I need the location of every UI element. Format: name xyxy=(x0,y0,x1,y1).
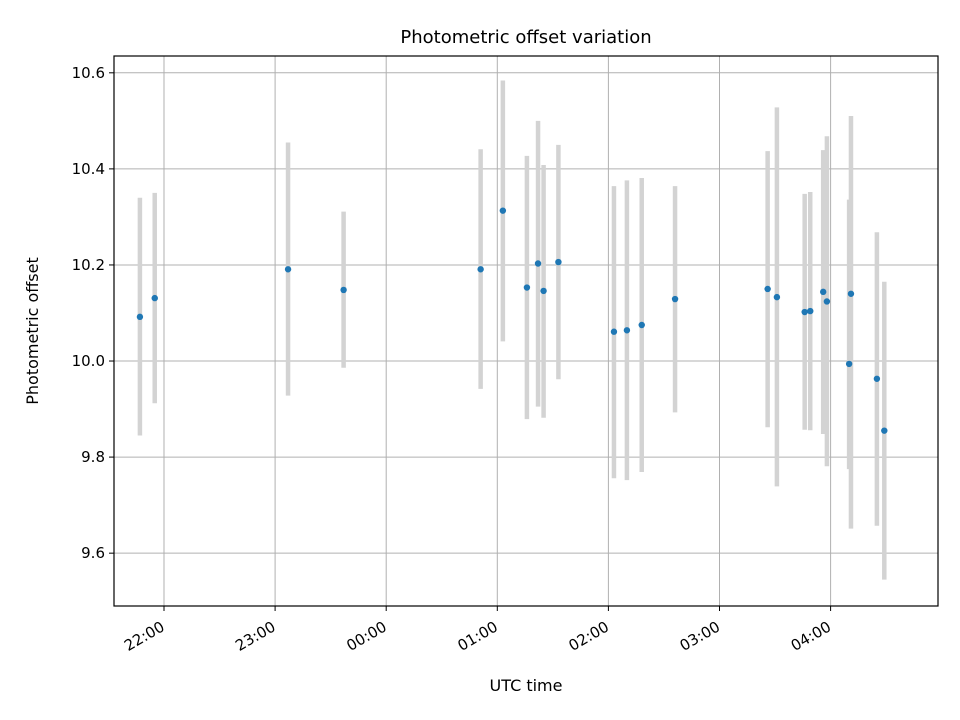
y-tick-label: 10.6 xyxy=(72,64,105,82)
data-point xyxy=(671,295,679,303)
y-axis-ticks: 9.6 9.8 10.0 10.2 10.4 10.6 xyxy=(72,64,114,562)
y-axis-label: Photometric offset xyxy=(23,257,42,405)
data-point xyxy=(845,360,853,368)
chart-title: Photometric offset variation xyxy=(400,27,651,48)
data-points xyxy=(136,207,888,434)
data-point xyxy=(540,287,547,295)
y-tick-label: 10.0 xyxy=(72,352,105,370)
data-point xyxy=(801,308,808,316)
x-axis-label: UTC time xyxy=(490,676,563,695)
data-point xyxy=(823,298,831,305)
data-point xyxy=(534,260,542,267)
data-point xyxy=(499,207,507,214)
data-point xyxy=(477,266,484,273)
data-point xyxy=(340,286,347,294)
y-tick-label: 9.6 xyxy=(81,544,105,562)
data-point xyxy=(773,293,781,301)
data-point xyxy=(555,258,562,266)
y-tick-label: 10.2 xyxy=(72,256,105,274)
data-point xyxy=(873,375,881,382)
data-point xyxy=(523,284,531,291)
data-point xyxy=(638,321,645,329)
data-point xyxy=(623,327,631,334)
plot-frame xyxy=(113,55,939,607)
data-point xyxy=(847,290,855,297)
data-point xyxy=(807,307,814,315)
data-point xyxy=(819,288,827,296)
data-point xyxy=(610,328,618,335)
data-point xyxy=(764,285,771,293)
data-point xyxy=(284,266,292,273)
y-tick-label: 9.8 xyxy=(81,448,105,466)
data-point xyxy=(136,313,144,321)
data-point xyxy=(881,427,888,434)
data-point xyxy=(151,294,158,302)
y-tick-label: 10.4 xyxy=(72,160,105,178)
